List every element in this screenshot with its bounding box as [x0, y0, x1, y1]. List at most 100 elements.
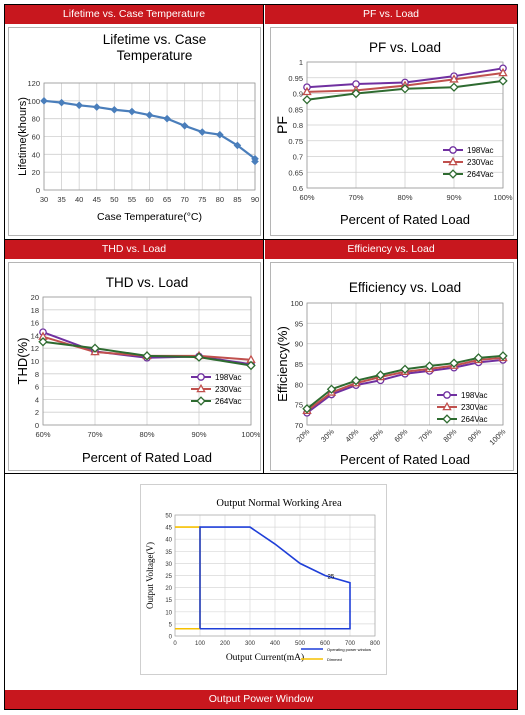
legend-marker-230Vac: [196, 383, 206, 393]
lifetime-point: [163, 114, 171, 123]
x-tick-label: 50: [110, 195, 118, 204]
legend-marker-198Vac: [197, 373, 205, 381]
series-point-230Vac: [302, 86, 312, 96]
power-window-panel: Output Normal Working Area 0 5 10 15 20 25 30 35…: [140, 484, 387, 675]
series-point-264Vac: [302, 404, 312, 414]
legend-label: 264Vac: [461, 415, 488, 424]
y-axis-label: Lifetime(khours): [17, 97, 29, 176]
series-point-264Vac: [90, 343, 100, 353]
legend-label: 264Vac: [467, 170, 494, 179]
series-point-264Vac: [449, 358, 459, 368]
y-tick-label: 40: [165, 538, 172, 544]
y-tick-label: 5: [169, 622, 173, 628]
y-tick-label: 95: [295, 319, 303, 328]
plot-area: [43, 82, 256, 191]
lifetime-panel: Lifetime vs. Case Temperature 0 20 40 60 80 100…: [8, 27, 261, 236]
y-tick-label: 2: [35, 408, 39, 417]
y-tick-label: 30: [165, 562, 172, 568]
x-tick-label: 80: [216, 195, 224, 204]
y-tick-label: 0.7: [293, 153, 303, 162]
thd-chart: THD vs. Load 0 2 4 6 8 10 12 14 16 18 20 60% 70% 80% 90…: [15, 275, 261, 465]
x-tick-label: 65: [163, 195, 171, 204]
y-tick-label: 90: [295, 340, 303, 349]
lifetime-point: [92, 103, 101, 111]
power-window-header: Output Power Window: [5, 690, 517, 709]
x-tick-label: 70%: [87, 430, 102, 439]
x-tick-label: 70%: [348, 193, 363, 202]
y-tick-label: 0.65: [288, 168, 303, 177]
y-axis-label: Efficiency(%): [275, 326, 290, 402]
efficiency-panel: Efficiency vs. Load 70 75 80 85 90 95 100 20% 30%…: [270, 262, 514, 471]
chart-title: THD vs. Load: [106, 275, 189, 290]
series-point-230Vac: [449, 74, 459, 83]
y-tick-label: 70: [295, 421, 303, 430]
series-point-264Vac: [142, 351, 152, 361]
series-point-264Vac: [194, 352, 204, 362]
series-point-264Vac: [375, 370, 386, 380]
legend-label: 198Vac: [467, 146, 494, 155]
thd-panel: THD vs. Load 0 2 4 6 8 10 12 14 16 18 20 60% 70% 80% 90…: [8, 262, 261, 471]
x-tick-label: 80%: [441, 427, 458, 444]
chart-title-line-2: Temperature: [117, 48, 193, 63]
legend-label: 230Vac: [467, 158, 494, 167]
chart-title: Efficiency vs. Load: [349, 280, 461, 295]
lifetime-point: [180, 122, 189, 130]
series-point-264Vac: [498, 351, 508, 361]
x-tick-label: 80%: [397, 193, 412, 202]
efficiency-header: Efficiency vs. Load: [265, 240, 517, 259]
y-tick-label: 15: [165, 598, 172, 604]
series-point-264Vac: [302, 95, 312, 105]
legend-label: 230Vac: [215, 385, 242, 394]
lifetime-point: [57, 98, 66, 107]
y-tick-label: 0.75: [288, 137, 303, 146]
y-tick-label: 20: [32, 168, 40, 177]
legend-marker-264Vac: [442, 414, 452, 424]
x-tick-label: 100: [195, 641, 206, 647]
x-tick-label: 500: [295, 641, 306, 647]
y-tick-label: 10: [31, 357, 39, 366]
y-tick-label: 12: [31, 344, 39, 353]
x-tick-label: 100%: [493, 193, 513, 202]
x-tick-label: 30%: [319, 427, 336, 444]
y-tick-label: 0.6: [293, 184, 303, 193]
y-tick-label: 18: [31, 306, 39, 315]
x-tick-label: 700: [345, 641, 356, 647]
y-tick-label: 0: [36, 186, 40, 195]
lifetime-point: [251, 157, 259, 166]
legend-label: Dimmed: [327, 657, 342, 662]
legend-marker-230Vac: [442, 401, 452, 411]
y-tick-label: 20: [31, 293, 39, 302]
y-tick-label: 120: [27, 79, 40, 88]
series-point-264Vac: [351, 88, 361, 99]
y-tick-label: 0.95: [288, 74, 303, 83]
series-point-264Vac: [38, 337, 48, 347]
row-divider-2: [5, 473, 517, 474]
plot-area: [306, 61, 504, 189]
lifetime-header: Lifetime vs. Case Temperature: [5, 5, 263, 24]
legend-marker-198Vac: [449, 146, 457, 154]
y-tick-label: 35: [165, 550, 172, 556]
y-axis-label: Output Voltage(V): [145, 542, 155, 609]
pf-header: PF vs. Load: [265, 5, 517, 24]
y-tick-label: 0: [35, 421, 39, 430]
lifetime-point: [40, 97, 48, 105]
x-tick-label: 90%: [446, 193, 461, 202]
pf-panel: PF vs. Load 0.6 0.65 0.7 0.75 0.8 0.85 0.9 0.95 1…: [270, 27, 514, 236]
y-tick-label: 25: [165, 574, 172, 580]
x-tick-label: 800: [370, 641, 381, 647]
y-tick-label: 60: [32, 133, 40, 142]
dimmed-window-line: [175, 526, 201, 630]
x-tick-label: 45: [93, 195, 101, 204]
plot-area: [174, 514, 376, 637]
x-axis-label: Percent of Rated Load: [82, 450, 212, 465]
lifetime-point: [128, 107, 136, 116]
y-tick-label: 20: [165, 586, 172, 592]
y-tick-label: 6: [35, 383, 39, 392]
x-tick-label: 300: [245, 641, 256, 647]
x-tick-label: 30: [40, 195, 48, 204]
x-tick-label: 90: [251, 195, 259, 204]
y-tick-label: 8: [35, 370, 39, 379]
point-annotation: 25: [328, 575, 335, 581]
thd-header: THD vs. Load: [5, 240, 263, 259]
series-point-264Vac: [400, 364, 410, 375]
